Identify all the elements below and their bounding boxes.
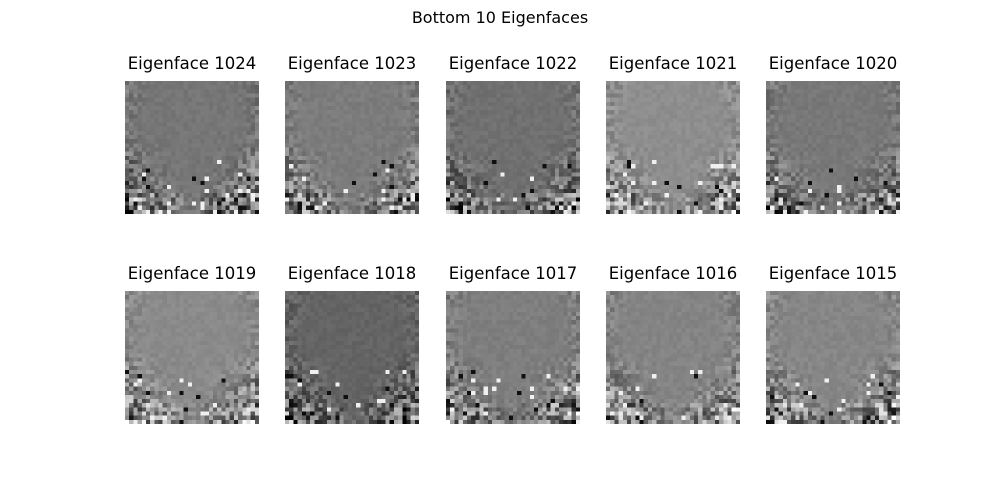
figure-title: Bottom 10 Eigenfaces (411, 8, 589, 27)
eigenface-panel: Eigenface 1022 (446, 54, 580, 214)
eigenface-image (606, 291, 740, 424)
panel-title: Eigenface 1015 (768, 264, 898, 283)
eigenface-panel: Eigenface 1016 (606, 264, 740, 424)
eigenface-image (125, 81, 259, 214)
eigenface-panel: Eigenface 1024 (125, 54, 259, 214)
panel-title: Eigenface 1020 (768, 54, 898, 73)
panel-title: Eigenface 1017 (448, 264, 578, 283)
eigenface-image (446, 291, 580, 424)
eigenface-image (766, 81, 900, 214)
eigenface-image (285, 291, 419, 424)
panel-title: Eigenface 1016 (608, 264, 738, 283)
eigenface-image (606, 81, 740, 214)
eigenface-panel: Eigenface 1017 (446, 264, 580, 424)
eigenface-panel: Eigenface 1015 (766, 264, 900, 424)
eigenface-panel: Eigenface 1019 (125, 264, 259, 424)
panel-title: Eigenface 1018 (287, 264, 417, 283)
eigenface-image (446, 81, 580, 214)
panel-title: Eigenface 1019 (127, 264, 257, 283)
eigenface-panel: Eigenface 1020 (766, 54, 900, 214)
eigenface-panel: Eigenface 1023 (285, 54, 419, 214)
eigenface-panel: Eigenface 1021 (606, 54, 740, 214)
eigenface-panel: Eigenface 1018 (285, 264, 419, 424)
panel-title: Eigenface 1022 (448, 54, 578, 73)
panel-title: Eigenface 1021 (608, 54, 738, 73)
eigenface-image (125, 291, 259, 424)
panel-title: Eigenface 1023 (287, 54, 417, 73)
panel-title: Eigenface 1024 (127, 54, 257, 73)
eigenface-image (766, 291, 900, 424)
eigenface-image (285, 81, 419, 214)
